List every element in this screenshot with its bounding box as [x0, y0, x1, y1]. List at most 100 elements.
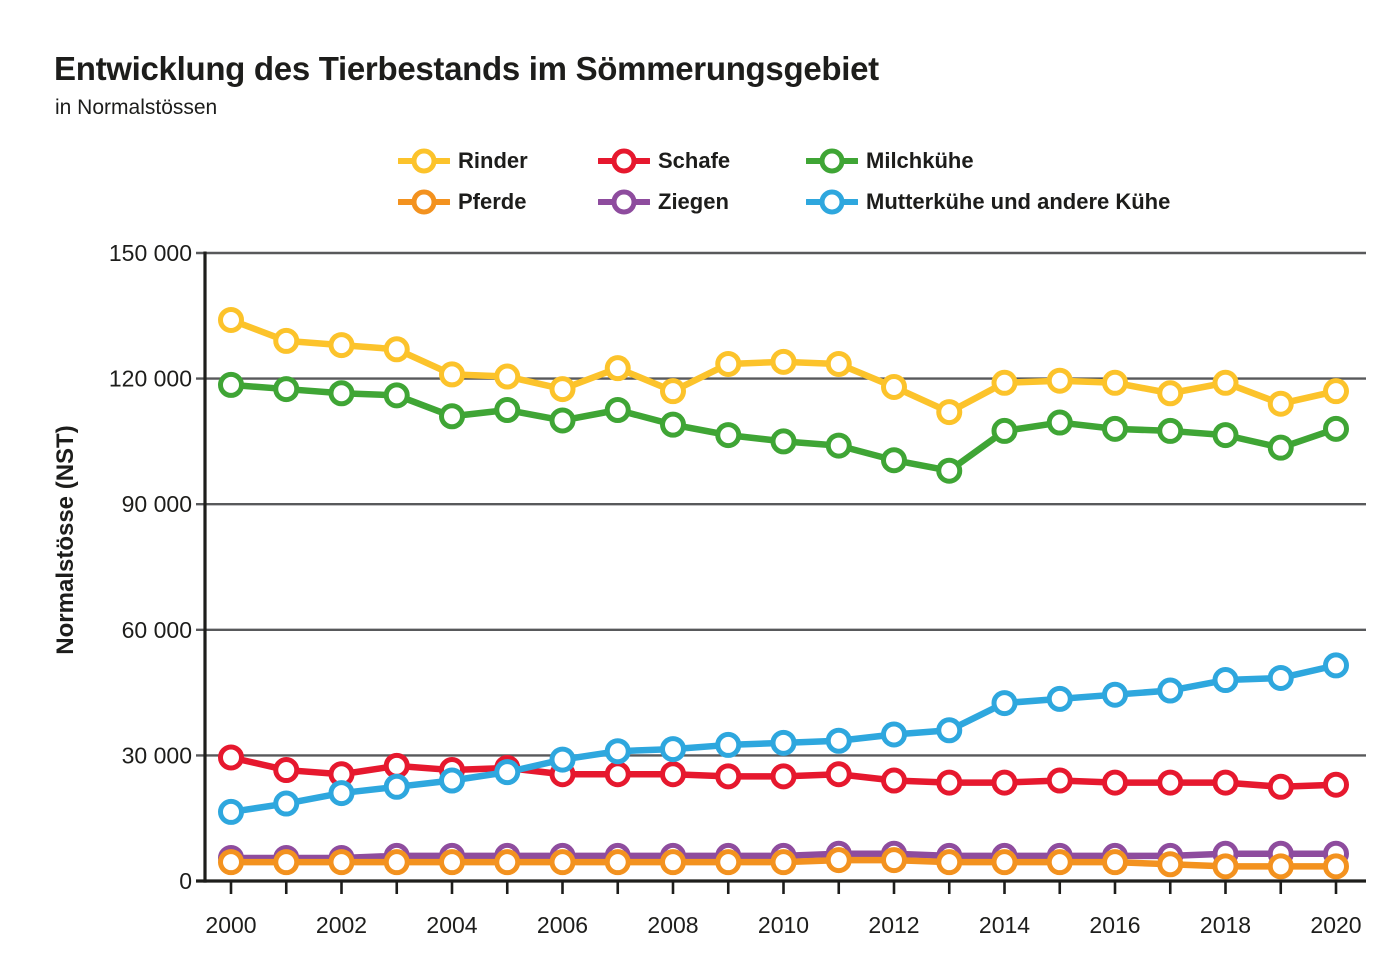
- y-tick-label-150000: 150 000: [109, 240, 192, 266]
- legend-marker-icon-schafe: [598, 148, 650, 174]
- legend-item-milchk-he: Milchkühe: [806, 146, 1170, 176]
- legend-marker-icon-mutterk-he-und-andere-k-he: [806, 189, 858, 215]
- data-point-schafe-2012: [881, 767, 907, 794]
- data-point-pferde-2018: [1212, 853, 1239, 880]
- legend-item-rinder: Rinder: [398, 146, 598, 176]
- data-point-milchk-he-2012: [881, 447, 907, 474]
- series-rinder: [218, 306, 1349, 426]
- data-point-mutterk-he-und-andere-k-he-2007: [604, 738, 631, 765]
- x-tick-label-2008: 2008: [647, 912, 698, 938]
- page-subtitle: in Normalstössen: [55, 96, 218, 119]
- data-point-milchk-he-2005: [494, 397, 521, 423]
- data-point-milchk-he-2011: [825, 432, 852, 459]
- data-point-rinder-2006: [549, 376, 576, 403]
- data-point-rinder-2007: [604, 355, 631, 382]
- data-point-rinder-2015: [1046, 367, 1073, 394]
- data-point-rinder-2004: [439, 361, 465, 388]
- data-point-mutterk-he-und-andere-k-he-2016: [1102, 681, 1128, 708]
- data-point-mutterk-he-und-andere-k-he-2020: [1323, 652, 1349, 679]
- data-point-milchk-he-2002: [328, 380, 355, 407]
- data-point-rinder-2009: [715, 350, 742, 377]
- data-point-schafe-2015: [1046, 767, 1073, 794]
- data-point-pferde-2005: [494, 849, 521, 876]
- y-tick-label-30000: 30 000: [122, 742, 192, 768]
- legend-label-ziegen: Ziegen: [658, 189, 729, 214]
- data-point-milchk-he-2008: [660, 411, 686, 438]
- data-point-rinder-2017: [1157, 380, 1184, 407]
- data-point-milchk-he-2019: [1267, 434, 1294, 461]
- data-point-rinder-2020: [1323, 378, 1349, 405]
- data-point-mutterk-he-und-andere-k-he-2014: [991, 690, 1018, 717]
- x-tick-label-2014: 2014: [979, 912, 1030, 938]
- data-point-mutterk-he-und-andere-k-he-2005: [494, 759, 521, 786]
- x-tick-label-2000: 2000: [205, 912, 256, 938]
- data-point-schafe-2007: [604, 761, 631, 788]
- data-point-mutterk-he-und-andere-k-he-2015: [1046, 685, 1073, 712]
- data-point-pferde-2001: [273, 849, 300, 876]
- data-point-pferde-2006: [549, 849, 576, 876]
- x-tick-label-2004: 2004: [426, 912, 477, 938]
- data-point-schafe-2008: [660, 761, 686, 788]
- data-point-mutterk-he-und-andere-k-he-2004: [439, 767, 465, 794]
- legend-marker-icon-ziegen: [598, 189, 650, 215]
- legend-label-rinder: Rinder: [458, 148, 528, 173]
- data-point-schafe-2016: [1102, 769, 1128, 796]
- x-tick-label-2016: 2016: [1089, 912, 1140, 938]
- data-point-rinder-2018: [1212, 369, 1239, 396]
- legend-label-milchk-he: Milchkühe: [866, 148, 974, 173]
- data-point-schafe-2010: [770, 763, 797, 790]
- data-point-rinder-2013: [936, 399, 963, 426]
- data-point-milchk-he-2003: [383, 382, 410, 409]
- data-point-schafe-2001: [273, 757, 300, 784]
- legend-item-ziegen: Ziegen: [598, 187, 806, 217]
- data-point-pferde-2004: [439, 849, 465, 876]
- data-point-mutterk-he-und-andere-k-he-2010: [770, 729, 797, 756]
- legend: Rinder Schafe Milchkühe Pferde Ziegen Mutterk…: [398, 146, 1170, 217]
- data-point-rinder-2000: [218, 306, 244, 333]
- data-point-rinder-2008: [660, 378, 686, 405]
- legend-label-schafe: Schafe: [658, 148, 731, 173]
- data-point-milchk-he-2001: [273, 376, 300, 403]
- data-point-pferde-2012: [881, 847, 907, 874]
- x-tick-label-2018: 2018: [1200, 912, 1251, 938]
- data-point-pferde-2002: [328, 849, 355, 876]
- data-point-rinder-2011: [825, 350, 852, 377]
- data-point-milchk-he-2007: [604, 397, 631, 423]
- data-point-milchk-he-2009: [715, 422, 742, 449]
- data-point-mutterk-he-und-andere-k-he-2002: [328, 780, 355, 807]
- data-point-rinder-2010: [770, 348, 797, 375]
- data-point-pferde-2016: [1102, 849, 1128, 876]
- data-point-rinder-2003: [383, 336, 410, 363]
- series-pferde: [218, 847, 1349, 880]
- data-point-mutterk-he-und-andere-k-he-2013: [936, 717, 963, 744]
- data-point-mutterk-he-und-andere-k-he-2006: [549, 746, 576, 773]
- data-point-pferde-2015: [1046, 849, 1073, 876]
- data-point-mutterk-he-und-andere-k-he-2011: [825, 727, 852, 754]
- data-point-pferde-2013: [936, 849, 963, 876]
- data-point-pferde-2019: [1267, 853, 1294, 880]
- data-point-pferde-2000: [218, 849, 244, 876]
- data-point-pferde-2010: [770, 849, 797, 876]
- data-point-rinder-2019: [1267, 390, 1294, 417]
- data-point-rinder-2001: [273, 327, 300, 354]
- data-point-mutterk-he-und-andere-k-he-2017: [1157, 677, 1184, 704]
- data-point-schafe-2009: [715, 763, 742, 790]
- data-point-mutterk-he-und-andere-k-he-2018: [1212, 667, 1239, 694]
- data-point-pferde-2008: [660, 849, 686, 876]
- legend-item-pferde: Pferde: [398, 187, 598, 217]
- data-point-milchk-he-2017: [1157, 417, 1184, 444]
- data-point-schafe-2013: [936, 769, 963, 796]
- data-point-mutterk-he-und-andere-k-he-2000: [218, 798, 244, 825]
- data-point-pferde-2003: [383, 849, 410, 876]
- data-point-schafe-2017: [1157, 769, 1184, 796]
- y-tick-label-0: 0: [179, 868, 192, 894]
- x-tick-label-2002: 2002: [316, 912, 367, 938]
- data-point-milchk-he-2014: [991, 417, 1018, 444]
- data-point-pferde-2017: [1157, 851, 1184, 878]
- data-point-milchk-he-2018: [1212, 422, 1239, 449]
- data-point-pferde-2014: [991, 849, 1018, 876]
- data-point-milchk-he-2020: [1323, 415, 1349, 442]
- data-point-mutterk-he-und-andere-k-he-2019: [1267, 664, 1294, 691]
- data-point-mutterk-he-und-andere-k-he-2001: [273, 790, 300, 817]
